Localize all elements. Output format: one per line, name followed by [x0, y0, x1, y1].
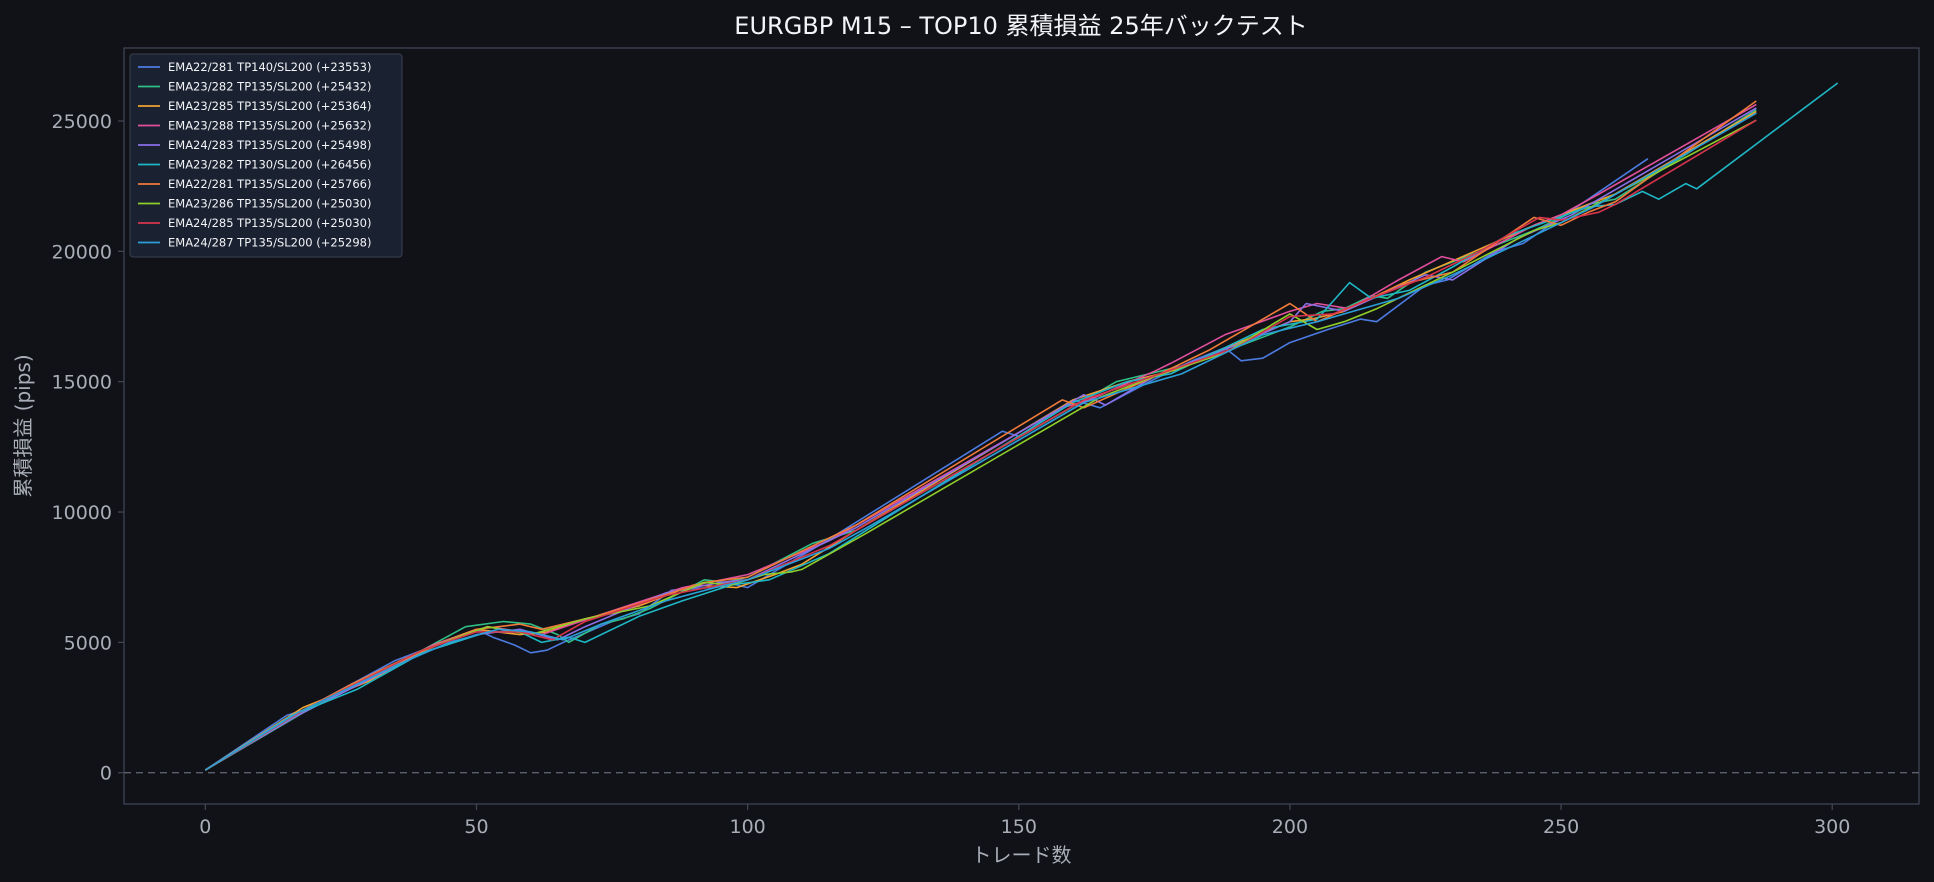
chart-title: EURGBP M15 – TOP10 累積損益 25年バックテスト: [734, 12, 1307, 40]
legend: EMA22/281 TP140/SL200 (+23553) EMA23/282 …: [129, 53, 403, 258]
legend-box: [129, 53, 403, 258]
series-lines: [204, 82, 1839, 771]
x-tick-label: 0: [199, 816, 211, 838]
legend-entry-label: EMA24/287 TP135/SL200 (+25298): [168, 236, 371, 250]
series-line: [204, 112, 1757, 771]
x-tick-label: 50: [464, 816, 488, 838]
x-tick-label: 100: [730, 816, 766, 838]
series-line: [204, 158, 1649, 771]
y-tick-label: 10000: [52, 502, 112, 524]
y-tick-label: 20000: [52, 241, 112, 263]
legend-entry-label: EMA23/286 TP135/SL200 (+25030): [168, 197, 371, 211]
plot-area: [123, 47, 1920, 805]
series-line: [204, 109, 1757, 771]
legend-entry-label: EMA23/282 TP135/SL200 (+25432): [168, 80, 371, 94]
x-tick-label: 300: [1814, 816, 1850, 838]
x-axis-label: トレード数: [972, 843, 1072, 867]
legend-entry-label: EMA24/285 TP135/SL200 (+25030): [168, 216, 371, 230]
y-tick-label: 15000: [52, 372, 112, 394]
legend-entry-label: EMA24/283 TP135/SL200 (+25498): [168, 138, 371, 152]
y-axis-label: 累積損益 (pips): [11, 354, 35, 497]
legend-entry-label: EMA23/285 TP135/SL200 (+25364): [168, 99, 371, 113]
series-line: [204, 119, 1757, 771]
legend-entry-label: EMA22/281 TP140/SL200 (+23553): [168, 60, 371, 74]
legend-entry-label: EMA23/282 TP130/SL200 (+26456): [168, 158, 371, 172]
x-tick-label: 200: [1272, 816, 1308, 838]
legend-entry-label: EMA23/288 TP135/SL200 (+25632): [168, 119, 371, 133]
y-tick-label: 25000: [52, 111, 112, 133]
axis-ticks: 0 50 100 150 200 250 300 0 5000 10000 15000 20000 25…: [52, 111, 1851, 838]
y-tick-label: 5000: [64, 632, 112, 654]
x-tick-label: 250: [1543, 816, 1579, 838]
x-tick-label: 150: [1001, 816, 1037, 838]
y-tick-label: 0: [100, 763, 112, 785]
legend-entry-label: EMA22/281 TP135/SL200 (+25766): [168, 177, 371, 191]
